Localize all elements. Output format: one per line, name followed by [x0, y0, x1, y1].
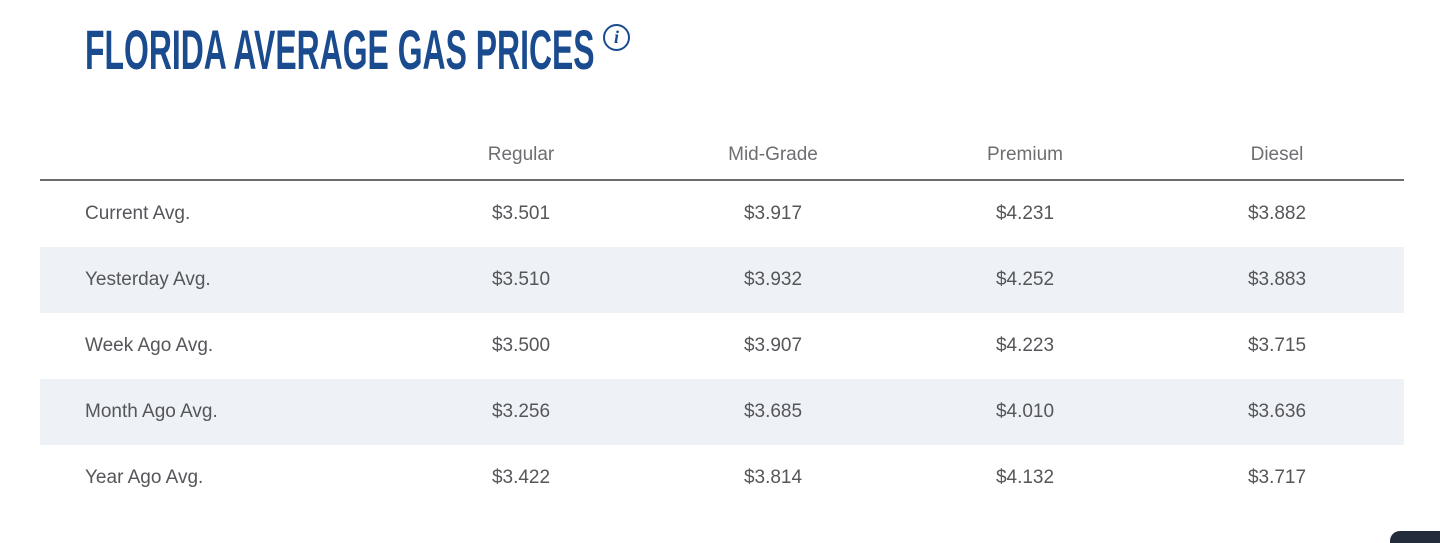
- column-header-diesel: Diesel: [1250, 144, 1304, 165]
- table-row: Week Ago Avg. $3.500 $3.907 $4.223 $3.71…: [40, 313, 1404, 379]
- price-cell: $3.883: [1247, 269, 1307, 290]
- price-cell: $3.256: [491, 401, 551, 422]
- floating-widget-button[interactable]: [1390, 531, 1440, 543]
- price-cell: $3.932: [743, 269, 803, 290]
- price-cell: $3.501: [491, 203, 551, 224]
- table-row: Yesterday Avg. $3.510 $3.932 $4.252 $3.8…: [40, 247, 1404, 313]
- price-cell: $3.636: [1247, 401, 1307, 422]
- price-cell: $3.715: [1247, 335, 1307, 356]
- table-row: Year Ago Avg. $3.422 $3.814 $4.132 $3.71…: [40, 445, 1404, 511]
- price-cell: $3.500: [491, 335, 551, 356]
- price-cell: $3.882: [1247, 203, 1307, 224]
- price-cell: $4.132: [995, 467, 1055, 488]
- row-label: Yesterday Avg.: [85, 269, 211, 290]
- price-cell: $3.907: [743, 335, 803, 356]
- page-header: FLORIDA AVERAGE GAS PRICES i: [85, 22, 979, 78]
- row-label: Year Ago Avg.: [85, 467, 204, 488]
- price-cell: $4.223: [995, 335, 1055, 356]
- price-cell: $4.252: [995, 269, 1055, 290]
- price-cell: $3.917: [743, 203, 803, 224]
- row-label: Current Avg.: [85, 203, 191, 224]
- price-cell: $3.717: [1247, 467, 1307, 488]
- row-label: Week Ago Avg.: [85, 335, 214, 356]
- info-icon[interactable]: i: [603, 24, 630, 51]
- price-cell: $4.010: [995, 401, 1055, 422]
- table-header-row: Regular Mid-Grade Premium Diesel: [40, 131, 1404, 181]
- price-cell: $3.510: [491, 269, 551, 290]
- row-label: Month Ago Avg.: [85, 401, 218, 422]
- price-cell: $3.422: [491, 467, 551, 488]
- table-row: Current Avg. $3.501 $3.917 $4.231 $3.882: [40, 181, 1404, 247]
- page-title: FLORIDA AVERAGE GAS PRICES: [85, 18, 595, 81]
- column-header-regular: Regular: [487, 144, 555, 165]
- column-header-midgrade: Mid-Grade: [728, 144, 818, 165]
- table-row: Month Ago Avg. $3.256 $3.685 $4.010 $3.6…: [40, 379, 1404, 445]
- price-cell: $3.685: [743, 401, 803, 422]
- gas-prices-table: Regular Mid-Grade Premium Diesel Current…: [40, 131, 1404, 511]
- price-cell: $4.231: [995, 203, 1055, 224]
- price-cell: $3.814: [743, 467, 803, 488]
- column-header-premium: Premium: [986, 144, 1063, 165]
